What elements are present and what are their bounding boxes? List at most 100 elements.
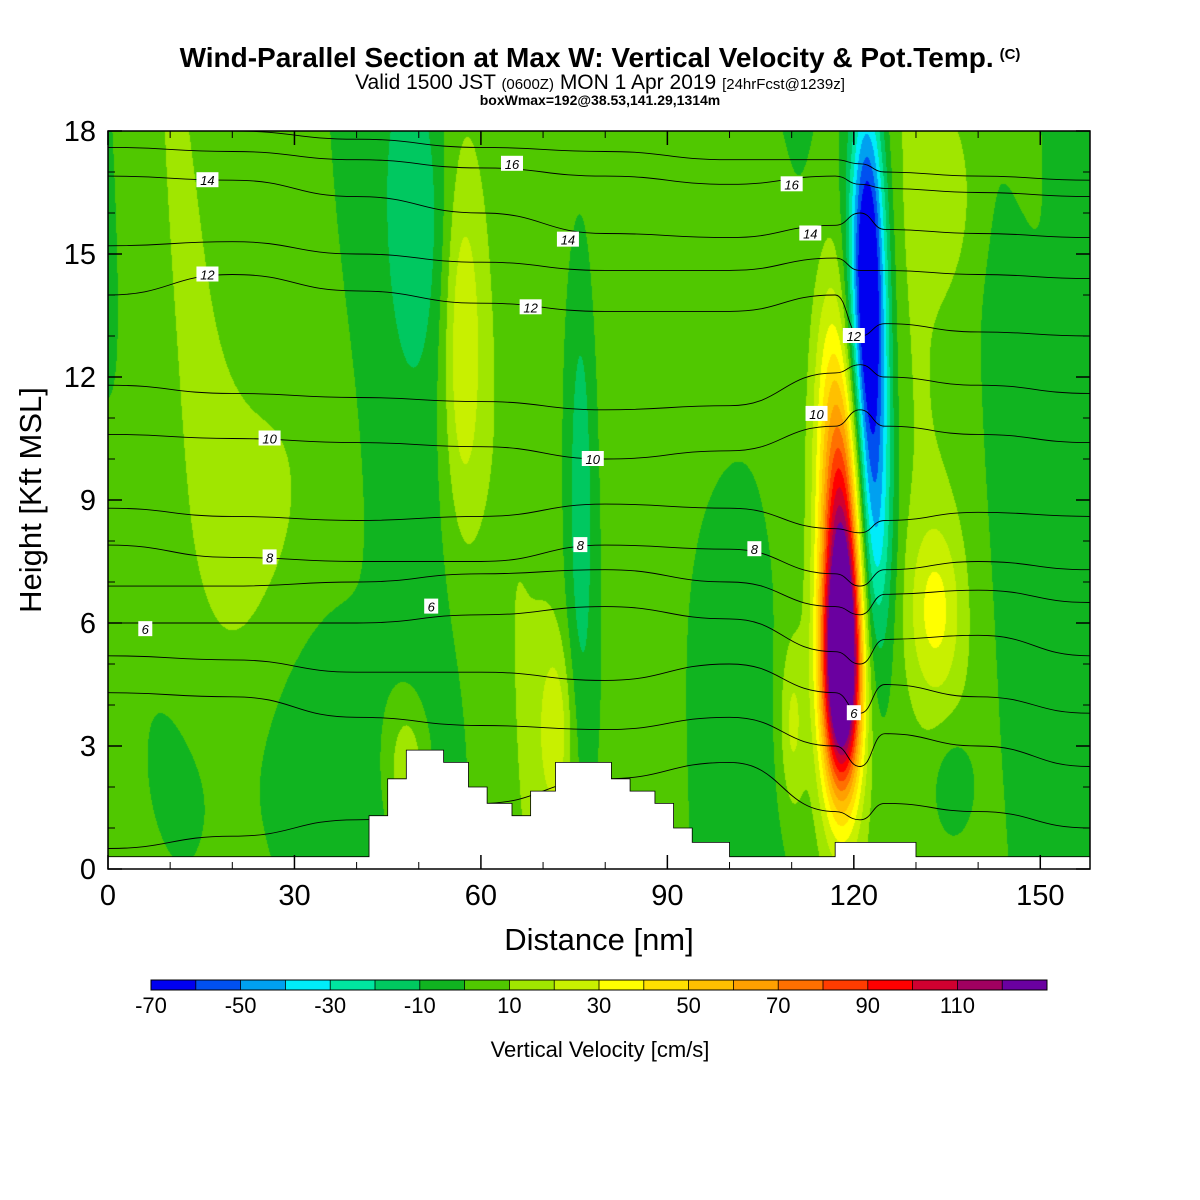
axes: 0 30 60 90 120 150 0 3 6 9 12 15 18 (64, 116, 1090, 912)
theta-contour-line (108, 692, 1090, 767)
contour-label: 16 (505, 157, 520, 172)
terrain (108, 749, 1090, 869)
colorbar-tick-label: 70 (766, 993, 790, 1018)
subtitle-utc: (0600Z) (501, 76, 554, 93)
theta-contour-line (108, 146, 1090, 198)
contour-labels: 14 16 16 14 14 12 12 12 10 10 10 8 8 8 6 6 6 (138, 155, 865, 721)
theta-contour-line (108, 274, 1090, 337)
contour-label: 16 (784, 177, 799, 192)
contour-label-box (262, 549, 277, 565)
colorbar-swatch (823, 980, 869, 990)
contour-label: 8 (577, 538, 585, 553)
colorbar-tick-label: -30 (314, 993, 346, 1018)
contour-label: 6 (850, 706, 858, 721)
y-tick-label: 0 (80, 854, 96, 886)
copyright-mark: (C) (999, 46, 1021, 63)
theta-contour-line (108, 131, 1090, 181)
theta-contour-line (108, 364, 1090, 411)
y-tick-label: 18 (64, 116, 96, 148)
plot-area: 14 16 16 14 14 12 12 12 10 10 10 8 8 8 6 6 6 (108, 131, 1090, 869)
colorbar-swatch (733, 980, 779, 990)
contour-label-box (581, 451, 604, 466)
contour-label-box (556, 231, 579, 247)
colorbar-swatch (688, 980, 734, 990)
contour-label: 10 (262, 432, 277, 447)
colorbar-swatch (240, 980, 286, 990)
x-tick-label: 150 (1016, 880, 1064, 912)
contour-label-box (780, 176, 803, 192)
colorbar-tick-label: -50 (225, 993, 257, 1018)
colorbar-swatch (912, 980, 958, 990)
subtitle-date: MON 1 Apr 2019 (559, 71, 717, 94)
contour-label-box (519, 299, 542, 315)
colorbar-tick-label: 90 (856, 993, 880, 1018)
colorbar-tick-label: 30 (587, 993, 611, 1018)
y-tick-label: 6 (80, 608, 96, 640)
colorbar-swatch (599, 980, 645, 990)
colorbar-tick-label: 10 (497, 993, 521, 1018)
colorbar-tick-label: 110 (940, 993, 975, 1018)
subtitle-valid-time: Valid 1500 JST (355, 71, 496, 94)
x-tick-label: 30 (278, 880, 310, 912)
x-tick-label: 60 (465, 880, 497, 912)
contour-label-box (258, 430, 281, 446)
contour-label-box (500, 155, 523, 171)
colorbar-swatch (1002, 980, 1048, 990)
colorbar-swatch (285, 980, 331, 990)
y-tick-label: 3 (80, 731, 96, 763)
colorbar-swatch (778, 980, 824, 990)
y-axis-title: Height [Kft MSL] (13, 387, 48, 613)
contour-label-box (138, 621, 153, 637)
contour-label: 6 (142, 622, 150, 637)
contour-label: 14 (200, 173, 214, 188)
chart-title-text: Wind-Parallel Section at Max W: Vertical… (179, 42, 994, 73)
colorbar-swatch (419, 980, 466, 990)
y-tick-label: 15 (64, 239, 96, 271)
vertical-velocity-field (108, 131, 1090, 869)
colorbar-swatch (643, 980, 690, 990)
contour-label: 6 (428, 600, 436, 615)
terrain-profile (108, 749, 1090, 869)
y-tick-label: 9 (80, 485, 96, 517)
contour-label: 14 (803, 227, 817, 242)
contour-label: 10 (586, 452, 601, 467)
colorbar-swatch (509, 980, 555, 990)
chart-subtitle-boxwmax: boxWmax=192@38.53,141.29,1314m (479, 92, 721, 108)
theta-contour-line (108, 606, 1090, 665)
x-tick-label: 90 (651, 880, 683, 912)
colorbar-swatch (375, 980, 421, 990)
theta-contour-line (108, 655, 1090, 714)
colorbar-tick-label: -70 (135, 993, 167, 1018)
theta-contour-line (108, 569, 1090, 616)
x-axis-title: Distance [nm] (504, 922, 694, 957)
theta-contour-line (108, 503, 1090, 534)
colorbar-swatch (330, 980, 376, 990)
theta-contour-line (108, 175, 1090, 239)
theta-contour-line (108, 544, 1090, 587)
colorbar-tick-label: 50 (676, 993, 700, 1018)
contour-label: 10 (809, 407, 824, 422)
contour-label-box (799, 225, 822, 241)
colorbar-swatch (554, 980, 600, 990)
x-tick-label: 0 (100, 880, 116, 912)
subtitle-forecast: [24hrFcst@1239z] (722, 76, 845, 93)
theta-contours (108, 131, 1090, 849)
colorbar-swatch (151, 980, 197, 990)
theta-contour-line (108, 409, 1090, 460)
contour-label: 8 (751, 542, 759, 557)
colorbar-tick-label: -10 (404, 993, 436, 1018)
contour-label: 14 (561, 233, 575, 248)
colorbar-swatch (464, 980, 510, 990)
colorbar-swatch (867, 980, 914, 990)
contour-label: 12 (523, 300, 538, 315)
colorbar: -70 -50 -30 -10 10 30 50 70 90 110 (135, 979, 1048, 1018)
contour-label-box (196, 266, 219, 282)
contour-label-box (842, 328, 865, 343)
contour-label-box (573, 537, 588, 553)
contour-label: 12 (200, 268, 215, 283)
contour-label: 12 (847, 329, 862, 344)
contour-label: 8 (266, 550, 274, 565)
theta-contour-line (108, 761, 1090, 849)
contour-label-box (805, 405, 828, 421)
theta-contour-line (108, 241, 1090, 280)
